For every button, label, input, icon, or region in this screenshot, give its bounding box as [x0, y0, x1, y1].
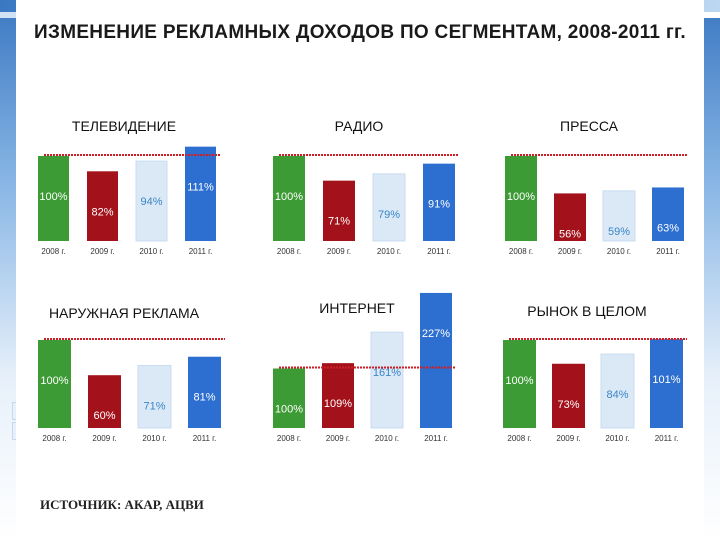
chart-1-value-label-1: 100% — [39, 191, 67, 203]
chart-3-title: ПРЕССА — [560, 118, 619, 134]
chart-6-title: РЫНОК В ЦЕЛОМ — [527, 303, 646, 319]
chart-5-value-label-2: 109% — [324, 398, 352, 410]
chart-3-value-label-3: 59% — [608, 226, 630, 238]
chart-3-bar-4 — [652, 187, 684, 241]
chart-5-bar-2 — [322, 363, 354, 428]
chart-3-tick-label-4: 2011 г. — [656, 247, 680, 256]
chart-5-bar-3 — [370, 331, 404, 429]
chart-1-value-label-2: 82% — [91, 206, 113, 218]
chart-4-bar-4 — [188, 356, 221, 428]
chart-2-bar-4 — [423, 163, 455, 241]
chart-3-value-label-2: 56% — [559, 228, 581, 240]
chart-2-value-label-4: 91% — [428, 199, 450, 211]
chart-6-tick-label-2: 2009 г. — [556, 434, 580, 443]
chart-4-bar-2 — [88, 375, 121, 428]
chart-5-value-label-3: 161% — [373, 367, 401, 379]
chart-4-value-label-1: 100% — [40, 375, 68, 387]
chart-5-tick-label-2: 2009 г. — [326, 434, 350, 443]
chart-5-bar-4 — [420, 292, 452, 428]
chart-3-value-label-1: 100% — [507, 191, 535, 203]
chart-6-tick-label-4: 2011 г. — [655, 434, 679, 443]
chart-6-bar-4 — [650, 339, 683, 428]
chart-1-tick-label-3: 2010 г. — [139, 247, 163, 256]
chart-5-value-label-4: 227% — [422, 328, 450, 340]
chart-2-value-label-3: 79% — [378, 209, 400, 221]
chart-1-bar-3 — [135, 160, 168, 242]
chart-5-value-label-1: 100% — [275, 404, 303, 416]
chart-6-tick-label-3: 2010 г. — [605, 434, 629, 443]
chart-5-title: ИНТЕРНЕТ — [319, 300, 395, 316]
chart-2-bar-3 — [372, 173, 406, 242]
chart-1-bar-4 — [185, 146, 216, 241]
chart-2-bar-2 — [323, 180, 355, 241]
chart-1-bar-1 — [38, 156, 69, 241]
chart-1-tick-label-1: 2008 г. — [41, 247, 65, 256]
chart-6-value-label-3: 84% — [606, 389, 628, 401]
chart-3-value-label-4: 63% — [657, 222, 679, 234]
chart-2-value-label-1: 100% — [275, 191, 303, 203]
chart-3-bar-1 — [505, 156, 537, 241]
slide-title: ИЗМЕНЕНИЕ РЕКЛАМНЫХ ДОХОДОВ ПО СЕГМЕНТАМ… — [34, 22, 686, 43]
chart-4-value-label-4: 81% — [193, 392, 215, 404]
chart-6-value-label-1: 100% — [505, 375, 533, 387]
chart-4-bar-1 — [38, 340, 71, 428]
chart-6-tick-label-1: 2008 г. — [507, 434, 531, 443]
chart-3-tick-label-1: 2008 г. — [509, 247, 533, 256]
chart-1-value-label-3: 94% — [140, 196, 162, 208]
chart-4-bar-3 — [137, 365, 172, 429]
chart-4-tick-label-2: 2009 г. — [92, 434, 116, 443]
chart-4-value-label-3: 71% — [143, 401, 165, 413]
chart-5-tick-label-1: 2008 г. — [277, 434, 301, 443]
chart-1-tick-label-4: 2011 г. — [189, 247, 213, 256]
chart-5-tick-label-3: 2010 г. — [375, 434, 399, 443]
chart-4-value-label-2: 60% — [93, 410, 115, 422]
chart-2-tick-label-3: 2010 г. — [377, 247, 401, 256]
chart-4-tick-label-3: 2010 г. — [142, 434, 166, 443]
chart-3-tick-label-3: 2010 г. — [607, 247, 631, 256]
chart-3-bar-2 — [554, 193, 586, 241]
chart-2-tick-label-4: 2011 г. — [427, 247, 451, 256]
slide-content — [16, 0, 704, 540]
chart-1-tick-label-2: 2009 г. — [90, 247, 114, 256]
chart-4-tick-label-4: 2011 г. — [193, 434, 217, 443]
chart-4-tick-label-1: 2008 г. — [42, 434, 66, 443]
chart-6-bar-2 — [552, 363, 585, 428]
chart-2-tick-label-1: 2008 г. — [277, 247, 301, 256]
chart-5-bar-1 — [273, 368, 305, 428]
chart-2-title: РАДИО — [335, 118, 384, 134]
chart-3-tick-label-2: 2009 г. — [558, 247, 582, 256]
chart-1-bar-2 — [87, 171, 118, 241]
chart-4-title: НАРУЖНАЯ РЕКЛАМА — [49, 305, 200, 321]
chart-2-bar-1 — [273, 156, 305, 241]
source-note: ИСТОЧНИК: АКАР, АЦВИ — [40, 497, 204, 512]
chart-6-bar-3 — [600, 353, 635, 429]
chart-1-title: ТЕЛЕВИДЕНИЕ — [72, 118, 176, 134]
chart-2-value-label-2: 71% — [328, 216, 350, 228]
chart-5-tick-label-4: 2011 г. — [424, 434, 448, 443]
chart-6-value-label-2: 73% — [557, 399, 579, 411]
chart-3-bar-3 — [602, 190, 636, 242]
chart-1-value-label-4: 111% — [187, 182, 214, 194]
chart-2-tick-label-2: 2009 г. — [327, 247, 351, 256]
chart-6-value-label-4: 101% — [652, 374, 680, 386]
chart-6-bar-1 — [503, 340, 536, 428]
